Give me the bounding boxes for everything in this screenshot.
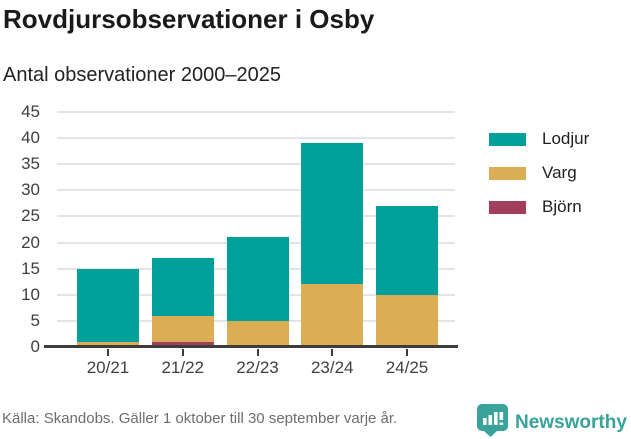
gridline (57, 189, 455, 192)
x-axis-label: 22/23 (236, 358, 279, 377)
newsworthy-barchart-speech-bubble-icon (477, 404, 508, 439)
x-axis-tick (331, 349, 334, 356)
x-axis-label: 21/22 (161, 358, 205, 377)
y-axis-label: 25 (21, 206, 40, 226)
legend-swatch (489, 166, 526, 180)
x-axis-tick (256, 349, 259, 356)
y-axis-label: 5 (30, 310, 40, 330)
gridline (57, 111, 455, 113)
bar-segment-lodjur (226, 237, 289, 321)
x-axis-tick (107, 349, 109, 356)
y-axis-label: 0 (30, 337, 40, 356)
y-axis-label: 20 (21, 232, 40, 252)
x-axis-label: 20/21 (86, 358, 130, 377)
bar-chart: 0 5 10 15 20 25 30 35 40 45 20/21 21/22 22/23 23/24 24… (0, 99, 470, 389)
legend-item: Björn (489, 197, 589, 217)
gridline (57, 215, 455, 218)
bar-segment-lodjur (151, 258, 214, 316)
source-note: Källa: Skandobs. Gäller 1 oktober till 3… (2, 410, 398, 427)
legend-label: Lodjur (542, 129, 590, 148)
y-axis-label: 10 (21, 284, 40, 304)
x-axis-tick (181, 349, 184, 356)
legend-item: Lodjur (489, 129, 589, 149)
bar-segment-varg (77, 341, 139, 347)
legend-label: Björn (542, 197, 582, 216)
bar-segment-björn (151, 341, 214, 347)
bar-segment-varg (226, 320, 289, 347)
legend-item: Varg (489, 163, 589, 183)
brand-name: Newsworthy (515, 412, 627, 433)
legend-swatch (489, 132, 526, 146)
bar-segment-lodjur (376, 206, 438, 295)
x-axis-tick (406, 349, 408, 356)
legend-label: Varg (542, 163, 577, 182)
y-axis-label: 45 (21, 102, 40, 121)
bar-segment-varg (376, 294, 438, 347)
x-axis-label: 23/24 (310, 358, 354, 377)
y-axis-label: 30 (21, 180, 40, 200)
bar-segment-lodjur (77, 268, 139, 342)
page-title: Rovdjursobservationer i Osby (3, 4, 375, 34)
bar-segment-lodjur (301, 143, 364, 285)
legend: Lodjur Varg Björn (489, 129, 589, 231)
y-axis-label: 15 (21, 258, 40, 278)
x-axis-line (44, 345, 458, 348)
legend-swatch (489, 200, 526, 214)
bar-segment-varg (301, 284, 364, 347)
brand-logo: Newsworthy (477, 404, 627, 439)
bar-segment-varg (151, 315, 214, 342)
gridline (57, 137, 455, 140)
chart-subtitle: Antal observationer 2000–2025 (3, 64, 281, 86)
y-axis-label: 40 (21, 128, 40, 148)
gridline (57, 163, 455, 166)
x-axis-label: 24/25 (385, 358, 429, 377)
y-axis-label: 35 (21, 154, 40, 174)
